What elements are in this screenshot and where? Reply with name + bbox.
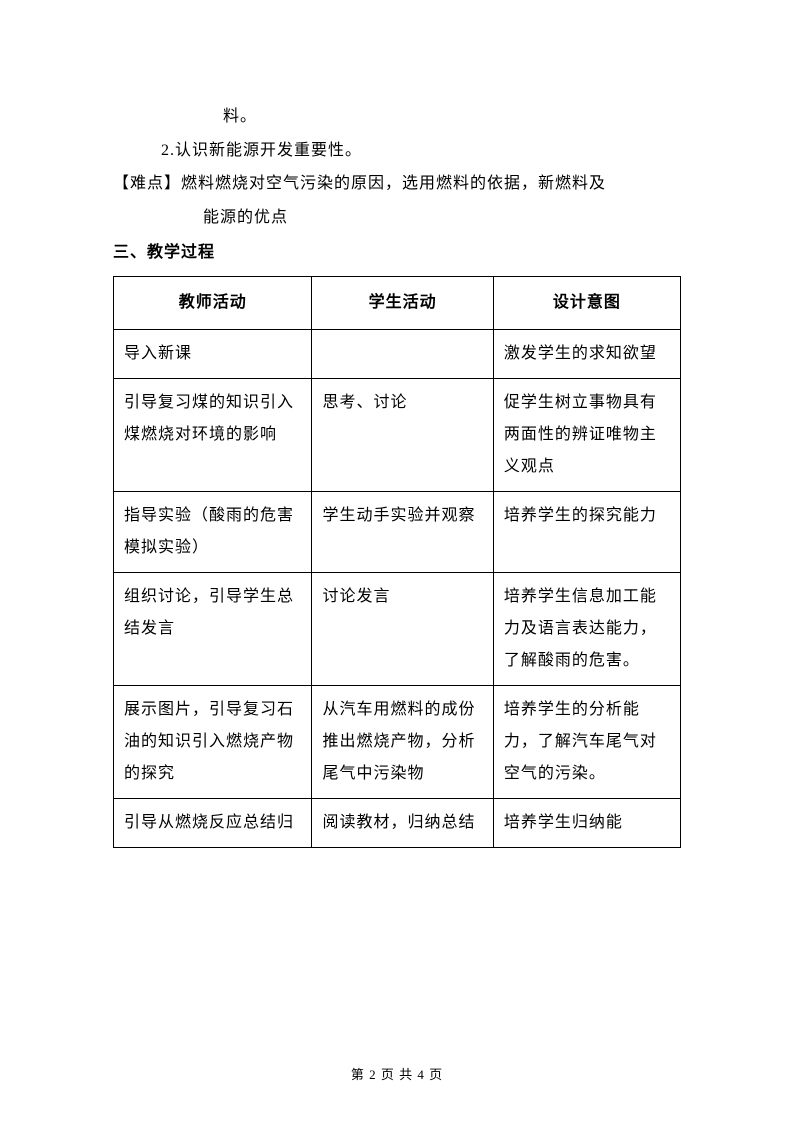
intro-line-2: 2.认识新能源开发重要性。	[113, 134, 681, 168]
document-content: 料。 2.认识新能源开发重要性。 【难点】燃料燃烧对空气污染的原因，选用燃料的依…	[113, 100, 681, 848]
table-row: 引导从燃烧反应总结归 阅读教材，归纳总结 培养学生归纳能	[114, 798, 681, 847]
cell-intent: 培养学生信息加工能力及语言表达能力，了解酸雨的危害。	[493, 572, 680, 685]
header-student: 学生活动	[312, 276, 493, 329]
table-row: 引导复习煤的知识引入煤燃烧对环境的影响 思考、讨论 促学生树立事物具有两面性的辨…	[114, 378, 681, 491]
cell-teacher: 指导实验（酸雨的危害模拟实验）	[114, 491, 312, 572]
cell-intent: 培养学生的探究能力	[493, 491, 680, 572]
cell-student: 思考、讨论	[312, 378, 493, 491]
table-row: 导入新课 激发学生的求知欲望	[114, 329, 681, 378]
cell-student: 阅读教材，归纳总结	[312, 798, 493, 847]
intro-line-1: 料。	[113, 100, 681, 134]
cell-intent: 培养学生的分析能力，了解汽车尾气对空气的污染。	[493, 685, 680, 798]
page-number: 第 2 页 共 4 页	[351, 1067, 443, 1082]
cell-teacher: 导入新课	[114, 329, 312, 378]
cell-student: 学生动手实验并观察	[312, 491, 493, 572]
page-footer: 第 2 页 共 4 页	[0, 1064, 794, 1083]
table-row: 组织讨论，引导学生总结发言 讨论发言 培养学生信息加工能力及语言表达能力，了解酸…	[114, 572, 681, 685]
table-header-row: 教师活动 学生活动 设计意图	[114, 276, 681, 329]
difficulty-line-2: 能源的优点	[113, 201, 681, 235]
table-row: 指导实验（酸雨的危害模拟实验） 学生动手实验并观察 培养学生的探究能力	[114, 491, 681, 572]
section-title-text: 三、教学过程	[113, 244, 215, 261]
cell-intent: 培养学生归纳能	[493, 798, 680, 847]
cell-intent: 促学生树立事物具有两面性的辨证唯物主义观点	[493, 378, 680, 491]
difficulty-text-2: 能源的优点	[203, 209, 288, 226]
cell-student: 讨论发言	[312, 572, 493, 685]
cell-teacher: 引导复习煤的知识引入煤燃烧对环境的影响	[114, 378, 312, 491]
cell-student	[312, 329, 493, 378]
header-intent: 设计意图	[493, 276, 680, 329]
cell-student: 从汽车用燃料的成份推出燃烧产物，分析尾气中污染物	[312, 685, 493, 798]
difficulty-line-1: 【难点】燃料燃烧对空气污染的原因，选用燃料的依据，新燃料及	[113, 167, 681, 201]
cell-teacher: 展示图片，引导复习石油的知识引入燃烧产物的探究	[114, 685, 312, 798]
header-teacher: 教师活动	[114, 276, 312, 329]
table-row: 展示图片，引导复习石油的知识引入燃烧产物的探究 从汽车用燃料的成份推出燃烧产物，…	[114, 685, 681, 798]
section-title: 三、教学过程	[113, 236, 681, 270]
difficulty-text-1: 燃料燃烧对空气污染的原因，选用燃料的依据，新燃料及	[181, 175, 606, 192]
cell-teacher: 引导从燃烧反应总结归	[114, 798, 312, 847]
difficulty-label: 【难点】	[113, 175, 181, 192]
cell-teacher: 组织讨论，引导学生总结发言	[114, 572, 312, 685]
cell-intent: 激发学生的求知欲望	[493, 329, 680, 378]
teaching-process-table: 教师活动 学生活动 设计意图 导入新课 激发学生的求知欲望 引导复习煤的知识引入…	[113, 276, 681, 848]
intro-text-1: 料。	[223, 108, 257, 125]
intro-text-2: 2.认识新能源开发重要性。	[161, 142, 362, 159]
